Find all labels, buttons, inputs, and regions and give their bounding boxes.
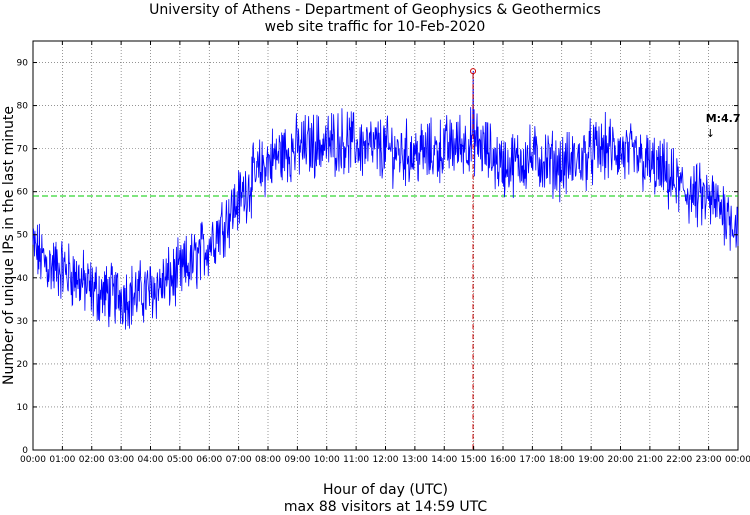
x-tick-label: 15:00 xyxy=(461,455,487,465)
max-point-marker xyxy=(470,68,477,75)
x-tick-label: 17:00 xyxy=(519,455,545,465)
x-tick-label: 08:00 xyxy=(255,455,281,465)
x-axis-label: Hour of day (UTC) xyxy=(323,482,448,498)
x-tick-label: 07:00 xyxy=(226,455,252,465)
x-tick-label: 10:00 xyxy=(314,455,340,465)
grid xyxy=(33,41,738,450)
y-tick-label: 20 xyxy=(17,360,29,370)
x-tick-label: 09:00 xyxy=(284,455,310,465)
event-annotation-label: M:4.7 xyxy=(706,112,741,125)
y-tick-label: 60 xyxy=(17,188,29,198)
y-tick-label: 30 xyxy=(17,317,29,327)
chart-subtitle: web site traffic for 10-Feb-2020 xyxy=(265,19,486,35)
chart-title: University of Athens - Department of Geo… xyxy=(149,2,601,18)
max-visitors-caption: max 88 visitors at 14:59 UTC xyxy=(284,499,487,515)
x-tick-label: 14:00 xyxy=(431,455,457,465)
x-tick-label: 11:00 xyxy=(343,455,369,465)
y-tick-label: 90 xyxy=(17,59,29,69)
x-tick-label: 19:00 xyxy=(578,455,604,465)
x-tick-label: 03:00 xyxy=(108,455,134,465)
x-tick-label: 22:00 xyxy=(666,455,692,465)
x-tick-label: 23:00 xyxy=(696,455,722,465)
y-tick-label: 0 xyxy=(22,446,28,456)
x-tick-label: 18:00 xyxy=(549,455,575,465)
x-tick-label: 01:00 xyxy=(49,455,75,465)
y-axis-label: Number of unique IPs in the last minute xyxy=(1,106,17,385)
x-tick-label: 00:00 xyxy=(20,455,46,465)
y-tick-label: 40 xyxy=(17,274,29,284)
x-tick-label: 04:00 xyxy=(138,455,164,465)
x-tick-label: 02:00 xyxy=(79,455,105,465)
x-tick-label: 20:00 xyxy=(608,455,634,465)
x-tick-label: 06:00 xyxy=(196,455,222,465)
x-tick-label: 16:00 xyxy=(490,455,516,465)
y-tick-label: 10 xyxy=(17,403,29,413)
x-tick-label: 12:00 xyxy=(373,455,399,465)
x-tick-label: 13:00 xyxy=(402,455,428,465)
x-tick-label: 21:00 xyxy=(637,455,663,465)
y-tick-label: 50 xyxy=(17,231,29,241)
y-axis-ticks: 0 10 20 30 40 50 60 70 80 90 xyxy=(17,59,738,456)
y-tick-label: 70 xyxy=(17,145,29,155)
y-tick-label: 80 xyxy=(17,102,29,112)
traffic-series-line xyxy=(32,71,739,330)
x-axis-ticks: 00:00 01:00 02:00 03:00 04:00 05:00 06:00 07:00… xyxy=(20,41,750,465)
event-arrow-icon: ↓ xyxy=(706,127,715,140)
x-tick-label: 00:00 xyxy=(725,455,750,465)
x-tick-label: 05:00 xyxy=(167,455,193,465)
